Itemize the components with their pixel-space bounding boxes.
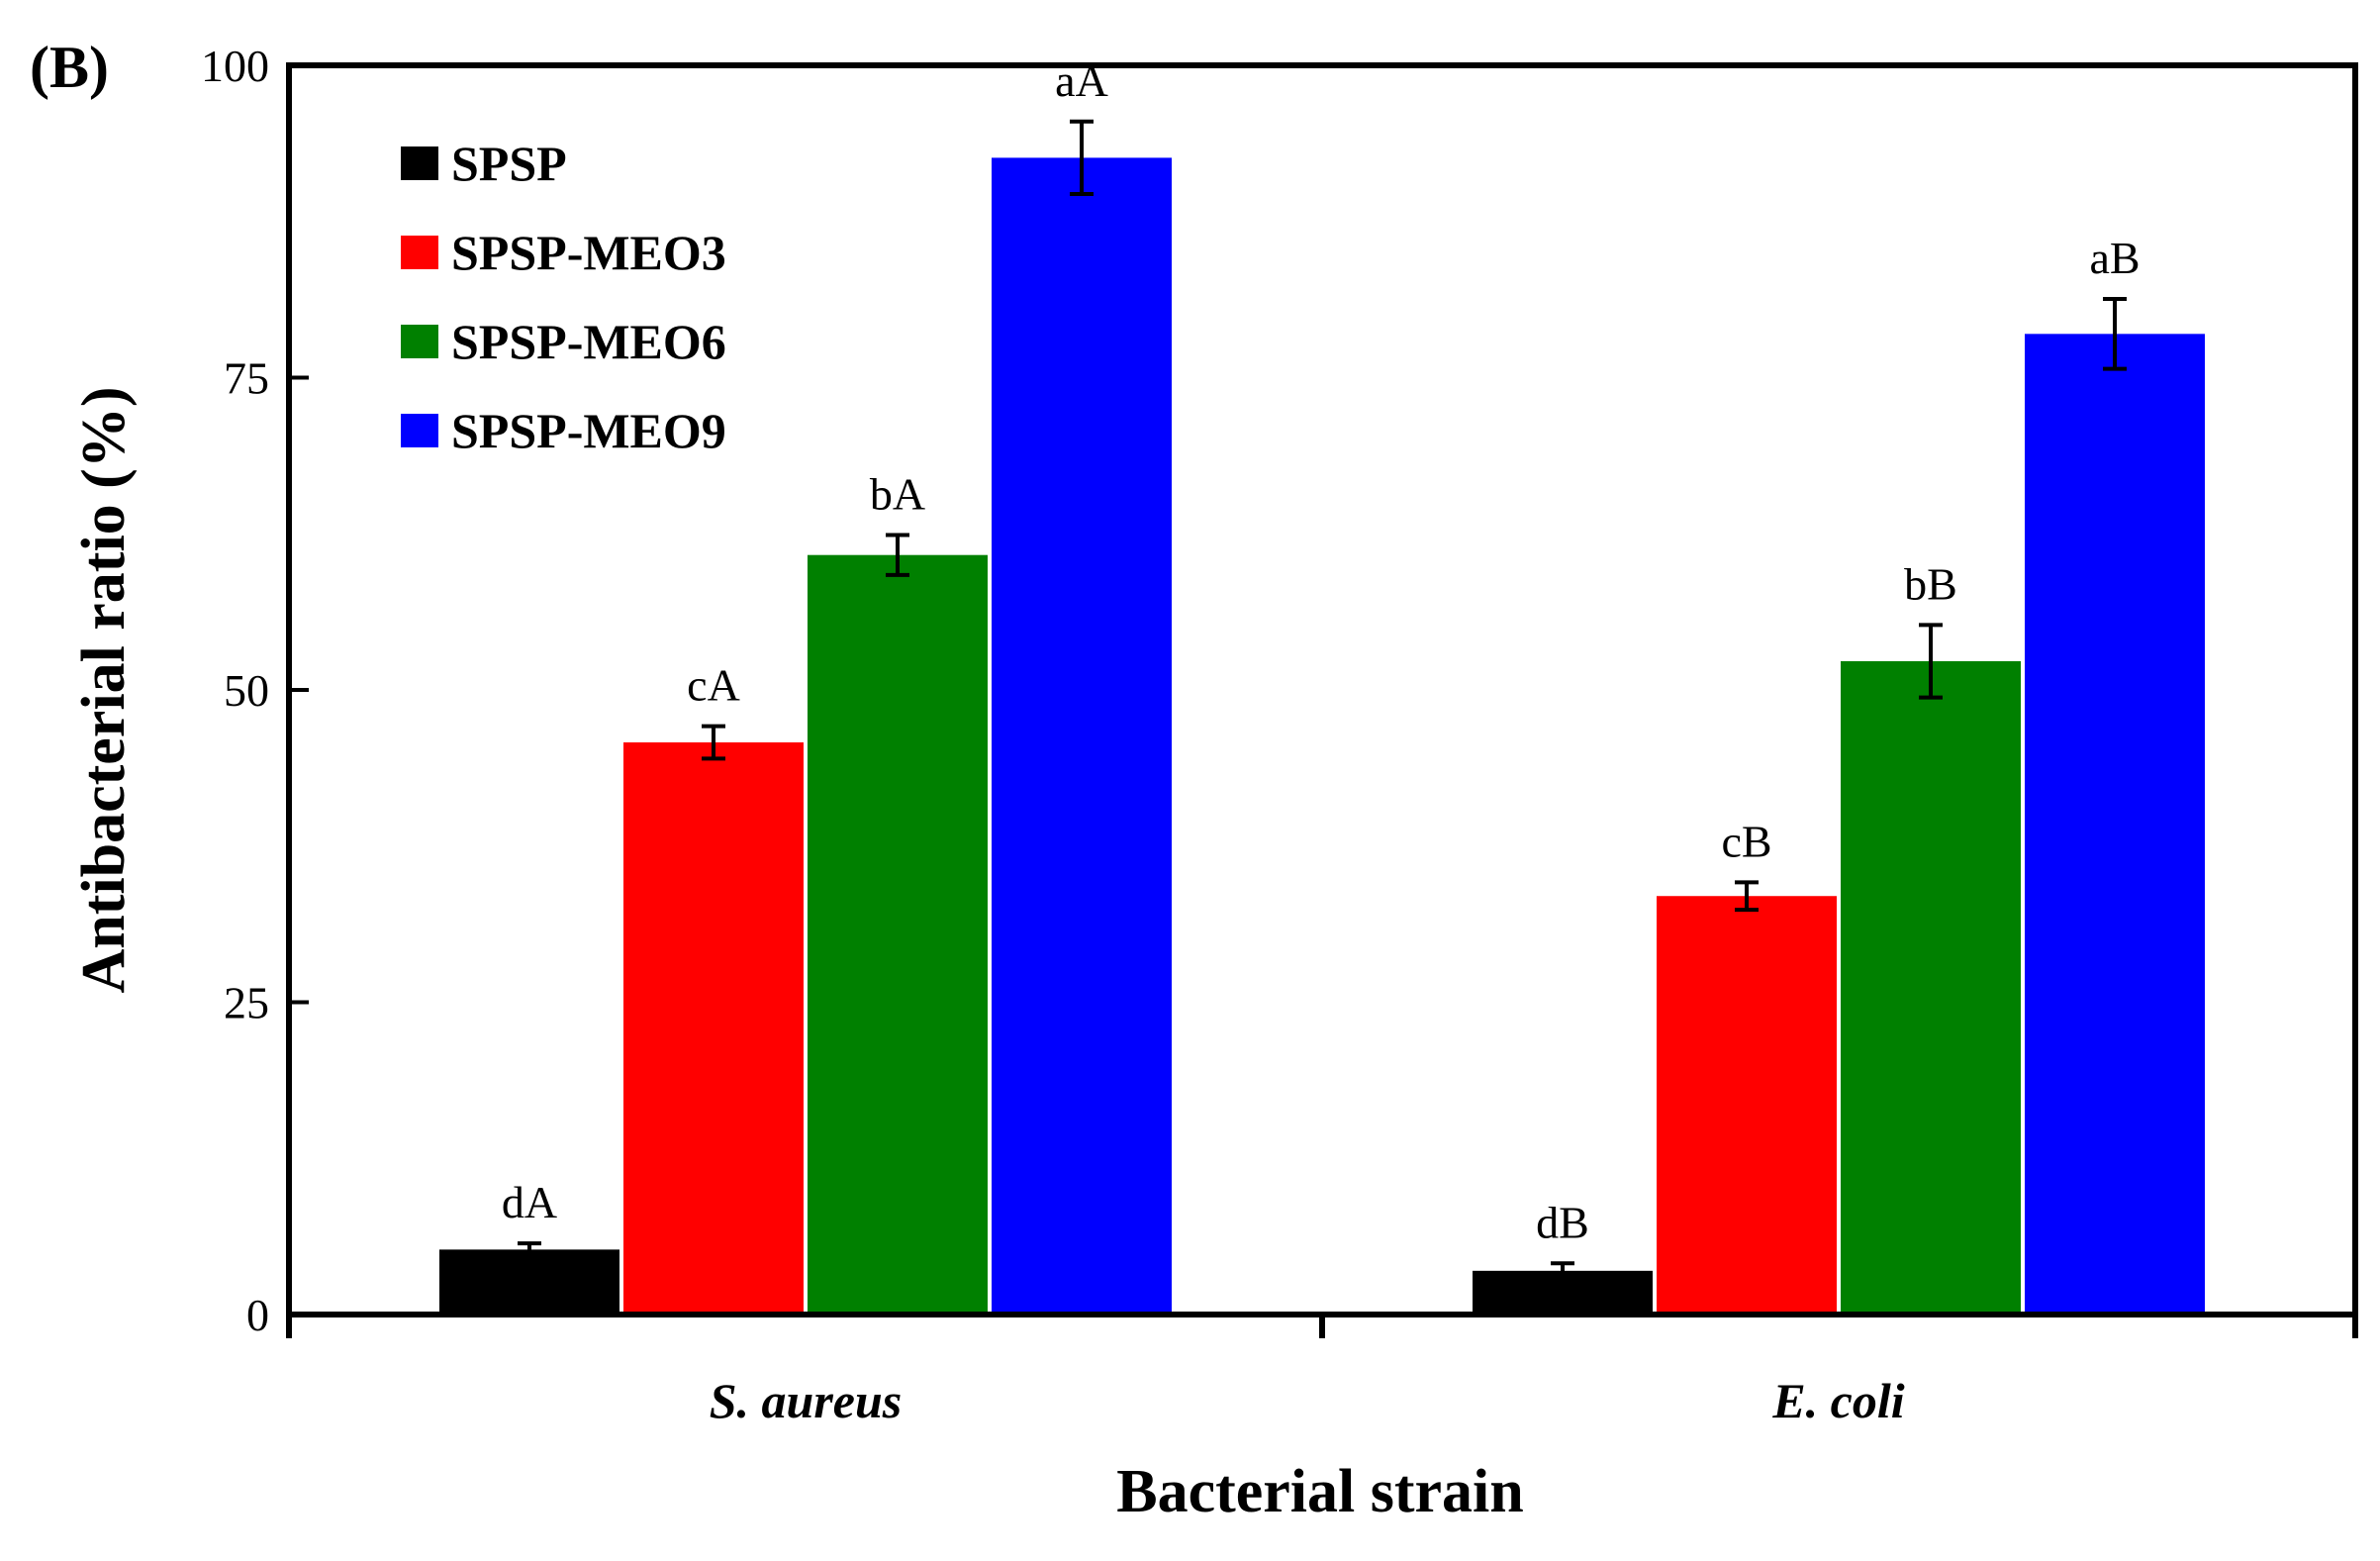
error-bars-group — [518, 119, 2127, 1281]
y-axis-title: Antibacterial ratio (%) — [70, 387, 138, 994]
legend-label: SPSP-MEO3 — [451, 225, 726, 280]
legend-swatch — [401, 325, 438, 358]
significance-label: cA — [687, 660, 740, 711]
x-category-label: E. coli — [1771, 1373, 1904, 1428]
significance-label: aB — [2089, 233, 2140, 283]
bar — [1841, 660, 2021, 1315]
y-tick-label: 75 — [224, 353, 269, 404]
bar — [439, 1249, 619, 1315]
legend: SPSP SPSP-MEO3 SPSP-MEO6 SPSP-MEO9 — [401, 136, 726, 458]
bar — [2025, 334, 2205, 1316]
significance-label: dB — [1536, 1197, 1589, 1247]
y-tick-label: 100 — [201, 41, 269, 91]
significance-label: bA — [870, 469, 925, 520]
significance-label: cB — [1721, 816, 1771, 866]
x-category-label: S. aureus — [710, 1373, 903, 1428]
legend-label: SPSP-MEO9 — [451, 403, 726, 458]
bars-group — [439, 157, 2205, 1316]
panel-label: (B) — [30, 35, 109, 100]
significance-label: bB — [1904, 558, 1957, 609]
legend-label: SPSP — [451, 136, 567, 191]
y-tick-label: 25 — [224, 978, 269, 1028]
y-axis: 0 25 50 75 100 — [201, 41, 309, 1340]
legend-swatch — [401, 236, 438, 269]
x-axis: S. aureus E. coli — [286, 1315, 2358, 1428]
bar — [623, 742, 804, 1315]
legend-label: SPSP-MEO6 — [451, 314, 726, 369]
y-tick-label: 50 — [224, 665, 269, 716]
significance-label: dA — [502, 1177, 557, 1227]
bar — [1657, 896, 1837, 1315]
bar — [808, 554, 988, 1315]
legend-swatch — [401, 146, 438, 180]
x-axis-title: Bacterial strain — [1116, 1458, 1524, 1525]
y-tick-label: 0 — [246, 1290, 269, 1340]
bar — [992, 157, 1172, 1316]
legend-swatch — [401, 414, 438, 447]
